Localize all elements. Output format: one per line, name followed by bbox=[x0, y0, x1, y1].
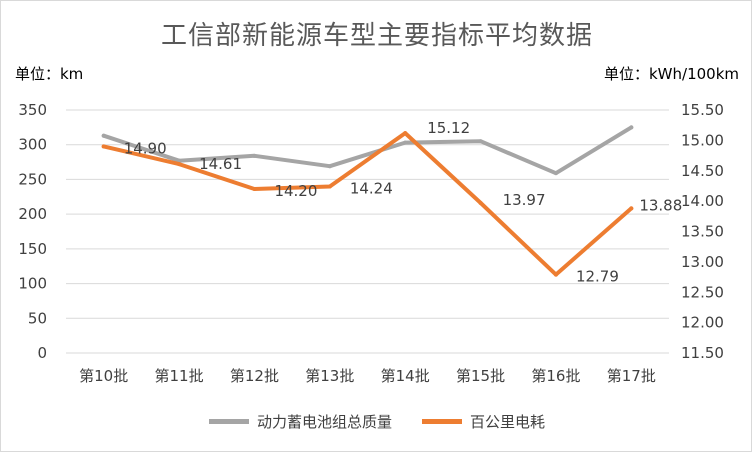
chart-title: 工信部新能源车型主要指标平均数据 bbox=[160, 21, 593, 51]
legend-swatch-energy-consumption bbox=[422, 419, 462, 424]
data-point bbox=[327, 184, 332, 189]
legend-label-energy-consumption: 百公里电耗 bbox=[470, 413, 546, 431]
data-point bbox=[403, 140, 408, 145]
data-point bbox=[252, 153, 257, 158]
legend: 动力蓄电池组总质量 百公里电耗 bbox=[1, 411, 751, 432]
left-tick-label: 150 bbox=[18, 240, 47, 258]
right-tick-label: 11.50 bbox=[681, 344, 724, 362]
data-point bbox=[478, 200, 483, 205]
data-label: 14.90 bbox=[124, 139, 167, 157]
left-axis-unit: 单位：km bbox=[15, 65, 84, 83]
data-label: 12.79 bbox=[576, 268, 619, 286]
right-tick-label: 14.50 bbox=[681, 162, 724, 180]
data-point bbox=[629, 206, 634, 211]
right-tick-label: 14.00 bbox=[681, 192, 724, 210]
right-tick-label: 15.50 bbox=[681, 101, 724, 119]
x-tick-label: 第12批 bbox=[230, 367, 279, 385]
left-tick-label: 300 bbox=[18, 136, 47, 154]
data-point bbox=[101, 144, 106, 149]
x-tick-label: 第10批 bbox=[79, 367, 128, 385]
left-tick-label: 0 bbox=[37, 344, 47, 362]
data-label: 13.97 bbox=[503, 191, 546, 209]
right-tick-label: 13.00 bbox=[681, 253, 724, 271]
x-tick-label: 第17批 bbox=[607, 367, 656, 385]
data-label: 14.20 bbox=[274, 182, 317, 200]
x-tick-label: 第16批 bbox=[531, 367, 580, 385]
data-label: 14.61 bbox=[199, 155, 242, 173]
data-point bbox=[177, 162, 182, 167]
left-tick-label: 250 bbox=[18, 170, 47, 188]
x-tick-label: 第14批 bbox=[381, 367, 430, 385]
data-label: 13.88 bbox=[639, 196, 682, 214]
right-axis-unit: 单位：kWh/100km bbox=[603, 65, 739, 83]
data-point bbox=[177, 158, 182, 163]
left-tick-label: 200 bbox=[18, 205, 47, 223]
left-tick-label: 50 bbox=[28, 309, 47, 327]
right-tick-label: 12.00 bbox=[681, 314, 724, 332]
right-tick-label: 15.00 bbox=[681, 131, 724, 149]
data-label: 15.12 bbox=[427, 119, 470, 137]
x-tick-label: 第11批 bbox=[155, 367, 204, 385]
series-line-1 bbox=[101, 131, 634, 277]
left-tick-label: 350 bbox=[18, 101, 47, 119]
right-tick-label: 12.50 bbox=[681, 283, 724, 301]
x-tick-label: 第13批 bbox=[305, 367, 354, 385]
left-tick-label: 100 bbox=[18, 275, 47, 293]
data-point bbox=[629, 125, 634, 130]
data-point bbox=[553, 171, 558, 176]
x-tick-label: 第15批 bbox=[456, 367, 505, 385]
data-point bbox=[478, 139, 483, 144]
legend-item-battery-mass: 动力蓄电池组总质量 bbox=[208, 411, 392, 432]
right-tick-label: 13.50 bbox=[681, 223, 724, 241]
legend-swatch-battery-mass bbox=[208, 419, 249, 424]
data-point bbox=[553, 272, 558, 277]
series-line-0 bbox=[101, 125, 634, 176]
legend-label-battery-mass: 动力蓄电池组总质量 bbox=[256, 413, 392, 431]
legend-item-energy-consumption: 百公里电耗 bbox=[422, 411, 545, 432]
data-point bbox=[327, 164, 332, 169]
data-label: 14.24 bbox=[350, 180, 393, 198]
data-point bbox=[101, 133, 106, 138]
data-point bbox=[252, 186, 257, 191]
data-point bbox=[403, 131, 408, 136]
